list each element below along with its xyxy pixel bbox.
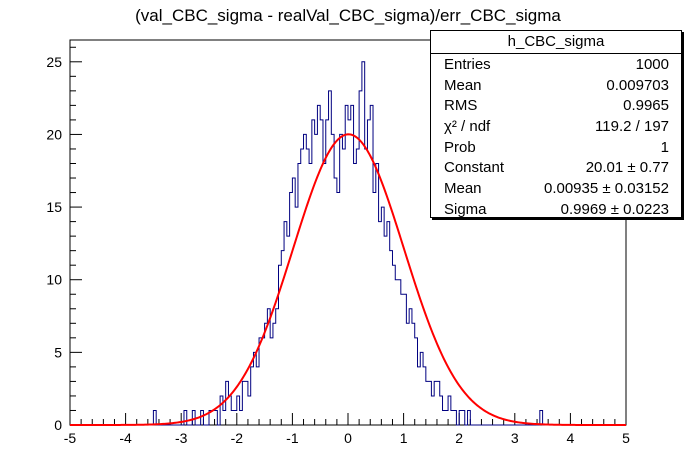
x-tick-label: 4: [567, 430, 575, 446]
stats-label: Mean: [444, 179, 482, 197]
x-tick-label: -5: [64, 430, 77, 446]
stats-row: Prob 1: [431, 137, 681, 158]
stats-label: Sigma: [444, 200, 487, 218]
y-tick-label: 0: [54, 417, 62, 433]
stats-row: Constant 20.01 ± 0.77: [431, 157, 681, 178]
y-tick-label: 15: [46, 199, 62, 215]
stats-label: RMS: [444, 97, 478, 115]
x-tick-label: 3: [511, 430, 519, 446]
stats-value: 0.009703: [606, 76, 669, 94]
stats-box: h_CBC_sigma Entries 1000 Mean 0.009703 RMS 0.…: [430, 30, 682, 218]
stats-label: Mean: [444, 76, 482, 94]
y-tick-label: 20: [46, 126, 62, 142]
histogram-series: [70, 61, 626, 426]
stats-label: Constant: [444, 159, 505, 177]
stats-label: Prob: [444, 138, 476, 156]
x-tick-label: -3: [175, 430, 188, 446]
stats-row: Entries 1000: [431, 54, 681, 75]
stats-row: RMS 0.9965: [431, 95, 681, 116]
gaussian-fit-curve: [70, 133, 626, 426]
stats-row: Mean 0.009703: [431, 75, 681, 96]
plot-title: (val_CBC_sigma - realVal_CBC_sigma)/err_…: [135, 6, 561, 25]
stats-value: 1000: [635, 55, 669, 73]
x-tick-label: -1: [286, 430, 299, 446]
stats-box-title: h_CBC_sigma: [431, 31, 681, 54]
y-tick-label: 5: [54, 344, 62, 360]
stats-label: χ² / ndf: [444, 117, 491, 135]
stats-value: 0.9969 ± 0.0223: [560, 200, 669, 218]
x-tick-label: -2: [231, 430, 244, 446]
stats-value: 20.01 ± 0.77: [585, 159, 669, 177]
stats-row: χ² / ndf 119.2 / 197: [431, 116, 681, 137]
stats-row: Mean 0.00935 ± 0.03152: [431, 178, 681, 199]
x-tick-label: 5: [622, 430, 630, 446]
y-tick-label: 25: [46, 54, 62, 70]
stats-value: 119.2 / 197: [595, 117, 669, 135]
stats-label: Entries: [444, 55, 491, 73]
x-tick-label: 1: [400, 430, 408, 446]
stats-value: 0.00935 ± 0.03152: [543, 179, 669, 197]
y-tick-label: 10: [46, 272, 62, 288]
stats-value: 1: [660, 138, 669, 156]
x-tick-label: -4: [119, 430, 132, 446]
x-tick-label: 0: [344, 430, 352, 446]
stats-value: 0.9965: [623, 97, 669, 115]
stats-row: Sigma 0.9969 ± 0.0223: [431, 199, 681, 220]
x-tick-label: 2: [455, 430, 463, 446]
